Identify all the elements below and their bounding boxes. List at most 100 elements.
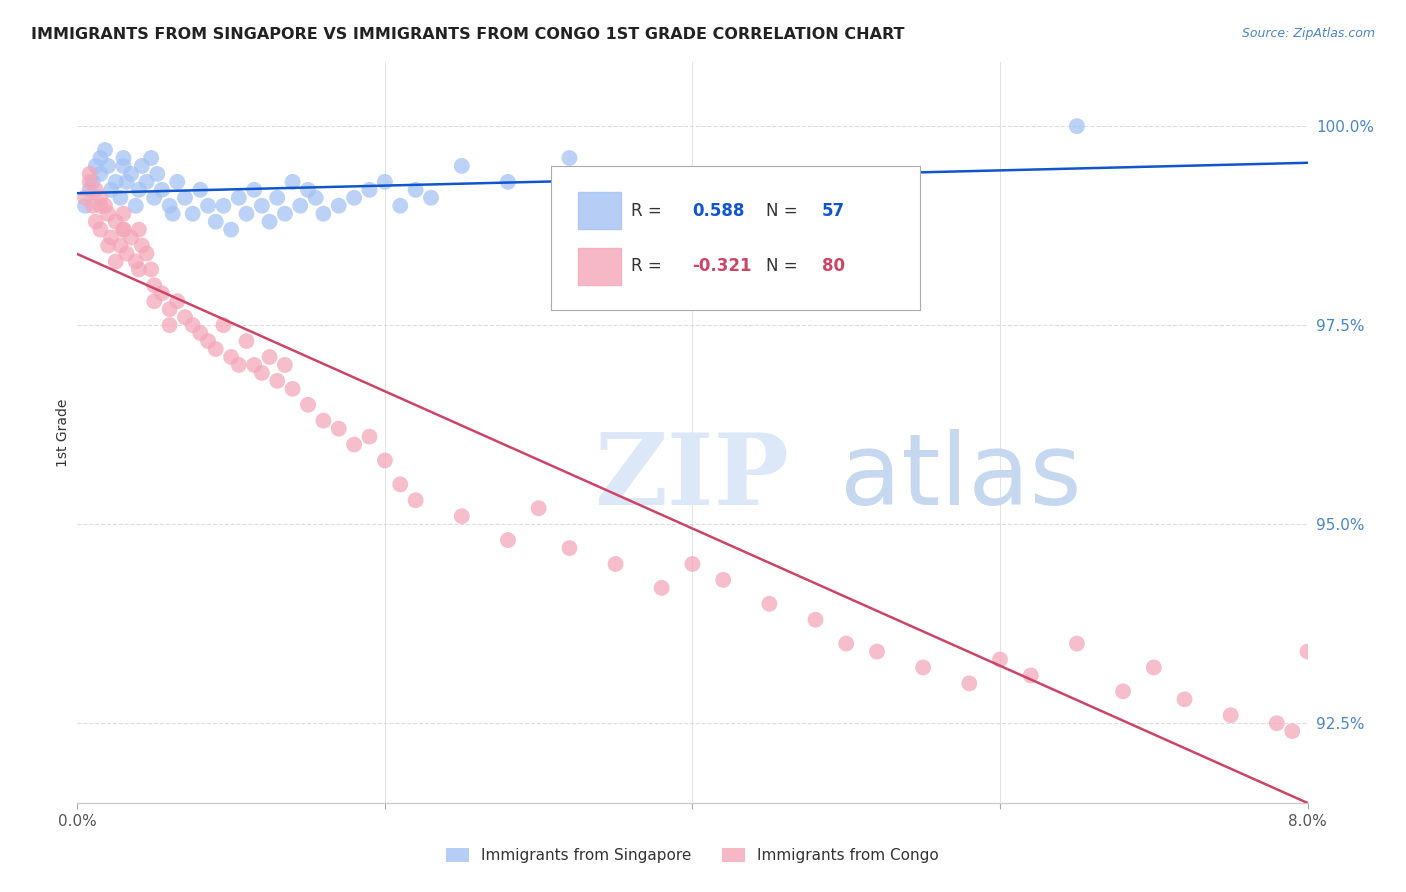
Point — [89, 151, 111, 165]
Point — [682, 557, 704, 571]
Point — [128, 262, 150, 277]
Point — [159, 318, 181, 333]
Point — [651, 167, 673, 181]
Point — [259, 350, 281, 364]
Point — [297, 398, 319, 412]
Point — [135, 175, 157, 189]
Point — [110, 191, 132, 205]
Text: atlas: atlas — [841, 428, 1081, 525]
Point — [328, 199, 350, 213]
Point — [305, 191, 328, 205]
Point — [1112, 684, 1135, 698]
Point — [389, 199, 412, 213]
Point — [143, 294, 166, 309]
Point — [112, 159, 135, 173]
Text: N =: N = — [766, 257, 803, 275]
Point — [128, 183, 150, 197]
Point — [405, 183, 427, 197]
Text: -0.321: -0.321 — [693, 257, 752, 275]
Point — [228, 358, 250, 372]
Point — [97, 238, 120, 252]
Legend: Immigrants from Singapore, Immigrants from Congo: Immigrants from Singapore, Immigrants fr… — [440, 842, 945, 869]
Point — [204, 214, 226, 228]
Point — [166, 294, 188, 309]
Point — [343, 191, 366, 205]
Point — [146, 167, 169, 181]
Text: R =: R = — [631, 257, 666, 275]
Point — [84, 214, 107, 228]
Point — [219, 222, 242, 236]
Point — [89, 199, 111, 213]
Point — [104, 214, 127, 228]
Point — [328, 422, 350, 436]
Point — [988, 652, 1011, 666]
Point — [866, 644, 889, 658]
Point — [143, 278, 166, 293]
Point — [79, 183, 101, 197]
Text: ZIP: ZIP — [595, 428, 789, 525]
Point — [1066, 119, 1088, 133]
Point — [162, 207, 184, 221]
Point — [1219, 708, 1241, 723]
Point — [112, 207, 135, 221]
Point — [450, 159, 472, 173]
Point — [259, 214, 281, 228]
Point — [89, 191, 111, 205]
Point — [181, 318, 204, 333]
Point — [274, 207, 297, 221]
Point — [651, 581, 673, 595]
Point — [159, 302, 181, 317]
Point — [100, 230, 122, 244]
Point — [219, 350, 242, 364]
Point — [420, 191, 443, 205]
Point — [1019, 668, 1042, 682]
Point — [281, 382, 304, 396]
Point — [1066, 637, 1088, 651]
Point — [159, 199, 181, 213]
Point — [804, 613, 827, 627]
Point — [1265, 716, 1288, 731]
Point — [89, 222, 111, 236]
Point — [243, 358, 266, 372]
Point — [84, 183, 107, 197]
Point — [104, 254, 127, 268]
Point — [496, 533, 519, 547]
Point — [527, 501, 550, 516]
Point — [82, 175, 104, 189]
Point — [1174, 692, 1197, 706]
Point — [212, 199, 235, 213]
Point — [605, 557, 627, 571]
Point — [274, 358, 297, 372]
Point — [143, 191, 166, 205]
Point — [290, 199, 312, 213]
Point — [266, 191, 288, 205]
Point — [835, 637, 858, 651]
Point — [131, 238, 153, 252]
Text: IMMIGRANTS FROM SINGAPORE VS IMMIGRANTS FROM CONGO 1ST GRADE CORRELATION CHART: IMMIGRANTS FROM SINGAPORE VS IMMIGRANTS … — [31, 27, 904, 42]
Point — [243, 183, 266, 197]
Point — [115, 246, 138, 260]
Point — [359, 183, 381, 197]
Point — [73, 191, 96, 205]
Point — [131, 159, 153, 173]
Point — [450, 509, 472, 524]
Bar — [578, 192, 621, 229]
Point — [104, 175, 127, 189]
Point — [174, 191, 197, 205]
Point — [94, 143, 117, 157]
Point — [110, 238, 132, 252]
Point — [79, 167, 101, 181]
Point — [281, 175, 304, 189]
Y-axis label: 1st Grade: 1st Grade — [56, 399, 70, 467]
Point — [89, 167, 111, 181]
Point — [212, 318, 235, 333]
Point — [141, 262, 163, 277]
Point — [100, 183, 122, 197]
Point — [496, 175, 519, 189]
FancyBboxPatch shape — [551, 166, 920, 310]
Point — [711, 573, 734, 587]
Point — [312, 414, 335, 428]
Point — [235, 207, 257, 221]
Point — [1143, 660, 1166, 674]
Point — [141, 151, 163, 165]
